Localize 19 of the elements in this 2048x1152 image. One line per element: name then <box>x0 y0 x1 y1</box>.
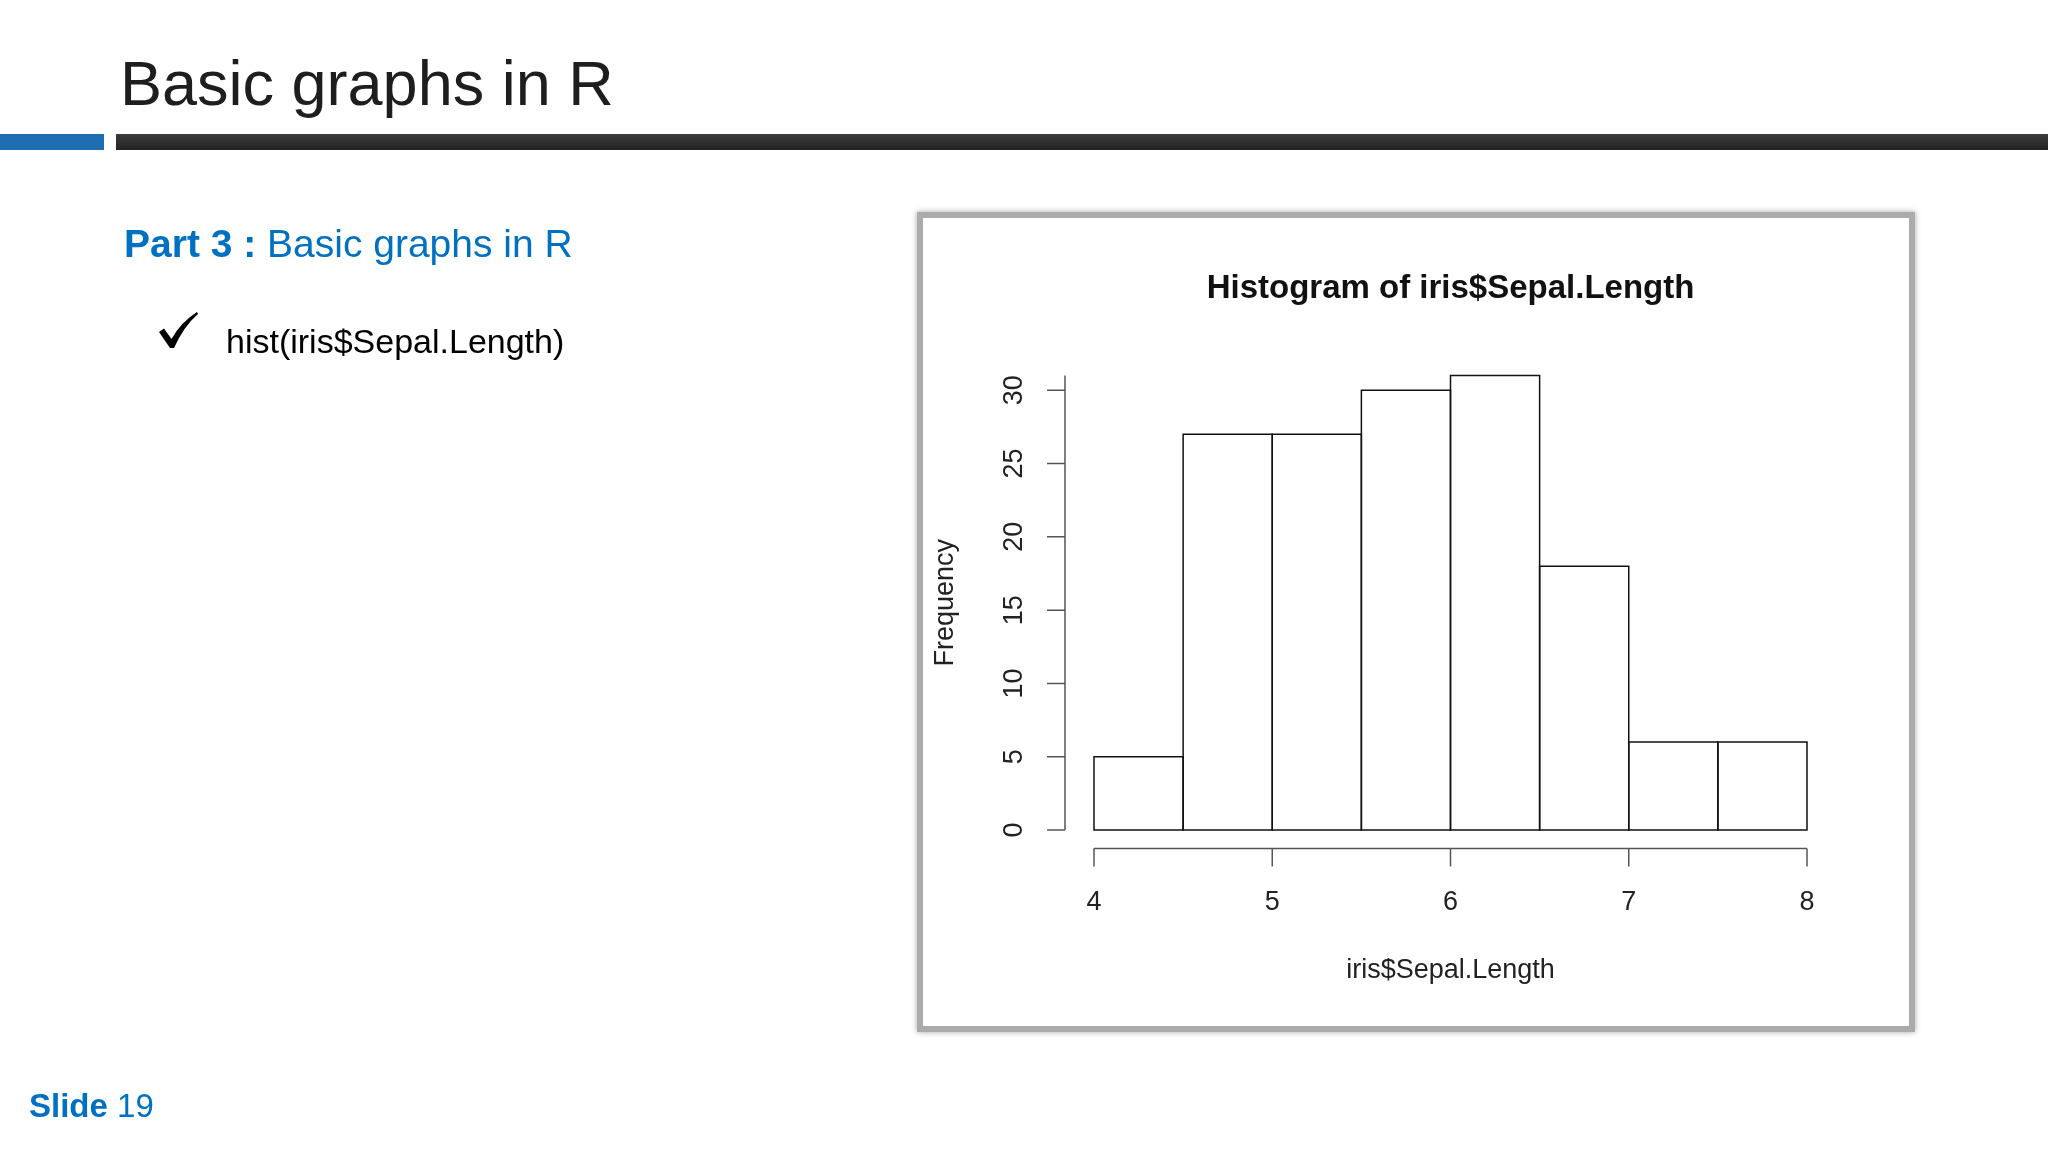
x-axis-title: iris$Sepal.Length <box>1346 954 1555 985</box>
y-axis-title: Frequency <box>928 538 959 667</box>
y-tick-label: 30 <box>998 375 1029 406</box>
x-tick-label: 4 <box>1086 885 1102 916</box>
y-tick-label: 15 <box>998 595 1029 626</box>
chart-title: Histogram of iris$Sepal.Length <box>1206 267 1695 305</box>
x-tick-label: 6 <box>1442 885 1459 916</box>
text: Part 3 : Basic graphs in R <box>124 221 573 265</box>
text: hist(iris$Sepal.Length) <box>226 322 565 361</box>
x-tick-label: 8 <box>1799 885 1815 916</box>
y-tick-label: 10 <box>998 668 1029 699</box>
x-tick-label: 5 <box>1264 885 1280 916</box>
y-tick-label: 20 <box>998 521 1029 552</box>
text: Basic graphs in R <box>120 48 614 119</box>
text: Slide 19 <box>29 1087 154 1125</box>
y-tick-label: 25 <box>998 448 1029 479</box>
y-tick-label: 0 <box>998 822 1029 838</box>
y-tick-label: 5 <box>998 749 1029 765</box>
x-tick-label: 7 <box>1621 885 1637 916</box>
